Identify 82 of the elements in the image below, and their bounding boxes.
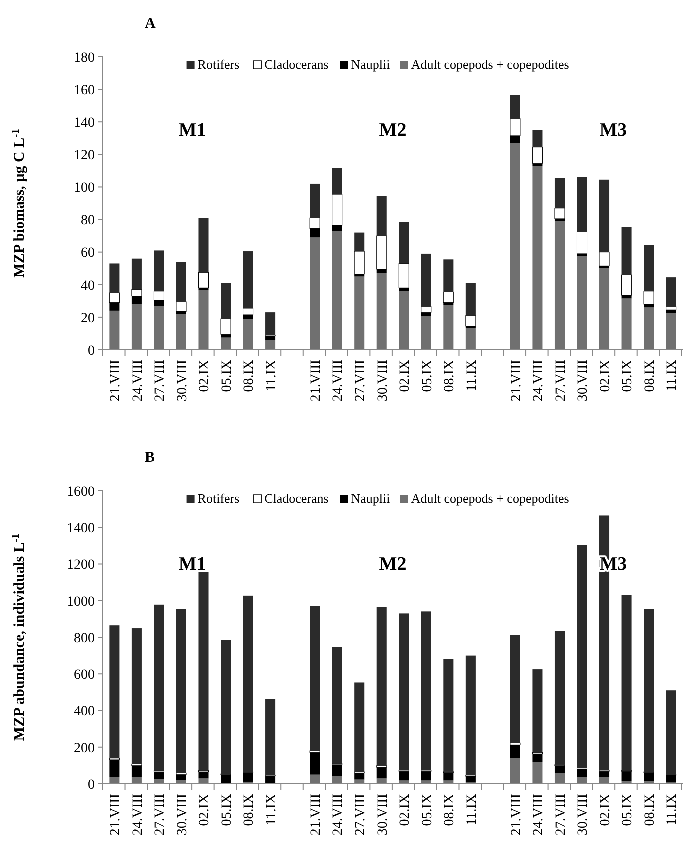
legend-label: Adult copepods + copepodites xyxy=(411,491,570,506)
y-tick-label: 180 xyxy=(74,50,95,66)
x-tick-label: 27.VIII xyxy=(554,794,569,836)
x-tick-label: 11.IX xyxy=(264,360,280,392)
y-tick-label: 1200 xyxy=(67,558,95,574)
x-tick-label: 30.VIII xyxy=(376,794,391,836)
x-tick-label: 05.IX xyxy=(220,794,235,826)
x-tick-label: 02.IX xyxy=(198,360,213,392)
chart-title: A xyxy=(145,16,156,32)
annotation: M1 xyxy=(178,554,206,576)
x-tick-label: 30.VIII xyxy=(175,794,190,836)
legend-label: Cladocerans xyxy=(264,57,329,72)
x-tick-label: 24.VIII xyxy=(532,794,547,836)
annotation: M1 xyxy=(178,120,206,142)
x-tick-label: 11.IX xyxy=(665,360,680,392)
x-tick-label: 24.VIII xyxy=(331,794,346,836)
x-tick-label: 27.VIII xyxy=(354,360,369,402)
annotation: M3 xyxy=(600,120,628,142)
y-tick-label: 40 xyxy=(81,278,95,294)
x-tick-label: 11.IX xyxy=(464,360,480,392)
y-tick-label: 600 xyxy=(74,668,95,684)
x-tick-label: 30.VIII xyxy=(376,360,391,402)
x-tick-label: 08.IX xyxy=(442,794,458,826)
x-tick-label: 21.VIII xyxy=(108,794,124,836)
chart-title: B xyxy=(145,450,156,466)
x-tick-label: 27.VIII xyxy=(554,360,569,402)
legend-label: Rotifers xyxy=(198,491,240,506)
x-tick-label: 24.VIII xyxy=(331,360,346,402)
y-tick-label: 1600 xyxy=(67,484,95,500)
x-tick-label: 24.VIII xyxy=(532,360,547,402)
x-tick-label: 30.VIII xyxy=(576,360,592,402)
x-tick-label: 21.VIII xyxy=(308,360,324,402)
x-tick-label: 02.IX xyxy=(398,360,414,392)
legend-label: Nauplii xyxy=(351,57,391,72)
annotation: M2 xyxy=(379,554,407,576)
annotation: M2 xyxy=(379,120,407,142)
x-tick-label: 30.VIII xyxy=(576,794,592,836)
x-tick-label: 27.VIII xyxy=(153,360,168,402)
x-tick-label: 05.IX xyxy=(220,360,235,392)
x-tick-label: 27.VIII xyxy=(354,794,369,836)
x-tick-label: 02.IX xyxy=(198,794,213,826)
y-tick-label: 20 xyxy=(81,311,95,326)
y-tick-label: 1400 xyxy=(67,522,95,537)
x-tick-label: 05.IX xyxy=(620,794,636,826)
legend-label: Nauplii xyxy=(351,491,391,506)
y-tick-label: 400 xyxy=(74,704,95,720)
y-tick-label: 1000 xyxy=(67,594,95,610)
x-tick-label: 21.VIII xyxy=(509,794,524,836)
x-tick-label: 30.VIII xyxy=(175,360,190,402)
x-tick-label: 21.VIII xyxy=(108,360,124,402)
x-tick-label: 05.IX xyxy=(420,794,436,826)
y-tick-label: 120 xyxy=(74,148,95,164)
legend-label: Adult copepods + copepodites xyxy=(411,57,570,72)
legend-label: Rotifers xyxy=(198,57,240,72)
x-tick-label: 24.VIII xyxy=(130,794,146,836)
x-tick-label: 11.IX xyxy=(665,794,680,826)
x-tick-label: 21.VIII xyxy=(308,794,324,836)
x-tick-label: 21.VIII xyxy=(509,360,524,402)
y-tick-label: 0 xyxy=(88,778,95,793)
x-tick-label: 24.VIII xyxy=(130,360,146,402)
y-tick-label: 80 xyxy=(81,214,95,229)
legend-label: Cladocerans xyxy=(264,491,329,506)
x-tick-label: 11.IX xyxy=(464,794,480,826)
x-tick-label: 05.IX xyxy=(620,360,636,392)
x-tick-label: 05.IX xyxy=(420,360,436,392)
x-tick-label: 11.IX xyxy=(264,794,280,826)
x-tick-label: 08.IX xyxy=(642,794,658,826)
y-tick-label: 0 xyxy=(88,344,95,359)
x-tick-label: 08.IX xyxy=(242,794,258,826)
y-tick-label: 60 xyxy=(81,246,95,262)
y-tick-label: 160 xyxy=(74,83,95,98)
x-tick-label: 08.IX xyxy=(442,360,458,392)
y-tick-label: 100 xyxy=(74,181,95,196)
y-tick-label: 140 xyxy=(74,116,95,132)
y-tick-label: 800 xyxy=(74,631,95,646)
x-tick-label: 08.IX xyxy=(242,360,258,392)
x-tick-label: 27.VIII xyxy=(153,794,168,836)
x-tick-label: 02.IX xyxy=(598,794,614,826)
x-tick-label: 02.IX xyxy=(398,794,414,826)
x-tick-label: 08.IX xyxy=(642,360,658,392)
x-tick-label: 02.IX xyxy=(598,360,614,392)
y-tick-label: 200 xyxy=(74,741,95,756)
